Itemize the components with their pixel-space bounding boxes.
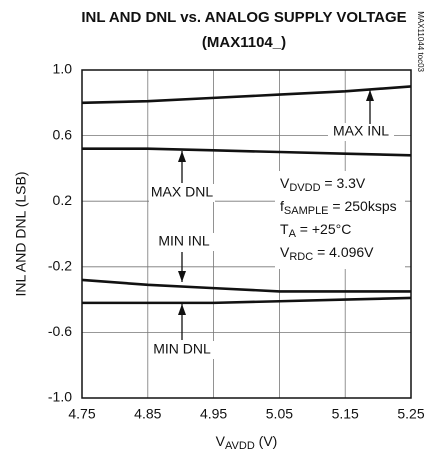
x-tick-label: 5.15 <box>332 406 359 422</box>
series-label: MIN DNL <box>153 341 211 357</box>
data-line <box>82 147 412 157</box>
label-background <box>149 184 215 202</box>
x-tick-label: 5.25 <box>397 406 424 422</box>
label-background <box>328 123 394 141</box>
x-axis-label-sub: AVDD <box>225 440 255 452</box>
data-line <box>81 278 411 293</box>
y-tick-label: -0.6 <box>48 323 72 339</box>
y-tick-label: -1.0 <box>48 389 72 405</box>
condition-rest: = 4.096V <box>313 244 374 260</box>
x-tick-label: 4.85 <box>134 406 161 422</box>
condition: TA = +25°C <box>280 221 351 240</box>
y-tick-label: -0.2 <box>48 258 72 274</box>
label-background <box>149 341 215 359</box>
condition-rest: = 3.3V <box>321 175 366 191</box>
condition-sub: SAMPLE <box>284 205 329 217</box>
condition-rest: = 250ksps <box>329 198 397 214</box>
arrow-head <box>178 151 186 162</box>
x-tick-label: 5.05 <box>266 406 293 422</box>
condition-sub: DVDD <box>289 182 320 194</box>
condition: VDVDD = 3.3V <box>280 175 366 194</box>
arrow-head <box>178 304 186 315</box>
series-label: MAX INL <box>333 123 389 139</box>
side-note: MAX11044 toc03 <box>416 11 425 72</box>
data-line <box>81 85 412 105</box>
label-background <box>151 233 217 251</box>
condition-base: T <box>280 221 289 237</box>
x-axis-label-base: V <box>216 433 226 449</box>
condition-sub: A <box>289 228 297 240</box>
y-tick-label: 1.0 <box>53 61 73 77</box>
series-label: MAX DNL <box>151 184 213 200</box>
x-axis-label-rest: (V) <box>255 433 278 449</box>
condition-base: f <box>280 198 284 214</box>
plot-frame <box>81 69 412 399</box>
x-tick-label: 4.75 <box>68 406 95 422</box>
y-tick-label: 0.2 <box>53 192 73 208</box>
data-line <box>82 296 412 305</box>
arrow-head <box>178 271 186 282</box>
chart-title: INL AND DNL vs. ANALOG SUPPLY VOLTAGE <box>81 9 406 26</box>
x-tick-label: 4.95 <box>200 406 227 422</box>
condition-sub: RDC <box>289 251 313 263</box>
condition: fSAMPLE = 250ksps <box>280 198 397 217</box>
series-label: MIN INL <box>158 233 210 249</box>
chart-subtitle: (MAX1104_) <box>202 34 286 51</box>
label-background <box>275 171 405 269</box>
arrow-head <box>366 90 374 101</box>
condition-base: V <box>280 244 290 260</box>
condition-rest: = +25°C <box>296 221 351 237</box>
condition: VRDC = 4.096V <box>280 244 374 263</box>
y-tick-label: 0.6 <box>53 126 73 142</box>
y-axis-label: INL AND DNL (LSB) <box>13 172 29 297</box>
x-axis-label: VAVDD (V) <box>216 433 278 452</box>
condition-base: V <box>280 175 290 191</box>
